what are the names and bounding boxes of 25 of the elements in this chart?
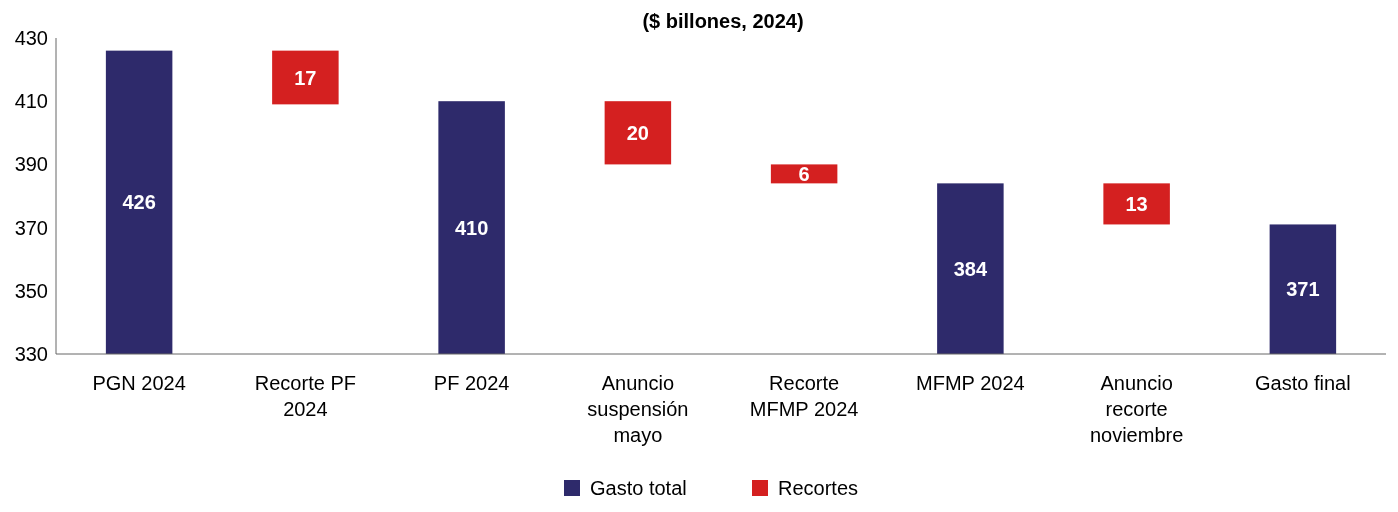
data-label: 13 bbox=[1125, 192, 1148, 215]
y-tick-label: 390 bbox=[14, 153, 48, 176]
y-tick-label: 350 bbox=[14, 279, 48, 302]
data-label: 371 bbox=[1286, 278, 1320, 301]
data-label: 384 bbox=[953, 257, 988, 280]
x-tick-label: Anuncio recorte noviembre bbox=[1089, 372, 1184, 446]
x-tick-label: PGN 2024 bbox=[92, 372, 186, 394]
data-label: 20 bbox=[626, 121, 649, 144]
legend-label: Gasto total bbox=[590, 477, 687, 499]
x-tick-label: Gasto final bbox=[1255, 372, 1351, 394]
legend-label: Recortes bbox=[778, 477, 859, 499]
data-label: 6 bbox=[798, 162, 810, 185]
x-tick-label: Recorte PF 2024 bbox=[254, 372, 356, 420]
data-label: 426 bbox=[122, 191, 156, 214]
chart-title: ($ billones, 2024) bbox=[642, 10, 804, 32]
y-tick-label: 430 bbox=[14, 27, 48, 49]
x-tick-label: MFMP 2024 bbox=[916, 372, 1025, 394]
x-tick-label: Recorte MFMP 2024 bbox=[749, 372, 859, 420]
x-tick-label: PF 2024 bbox=[433, 372, 510, 394]
y-tick-label: 330 bbox=[14, 343, 48, 365]
x-tick-label: Anuncio suspensión mayo bbox=[587, 372, 689, 446]
data-label: 410 bbox=[454, 216, 489, 239]
y-tick-label: 410 bbox=[14, 90, 48, 113]
data-label: 17 bbox=[294, 66, 317, 89]
y-tick-label: 370 bbox=[14, 216, 48, 239]
